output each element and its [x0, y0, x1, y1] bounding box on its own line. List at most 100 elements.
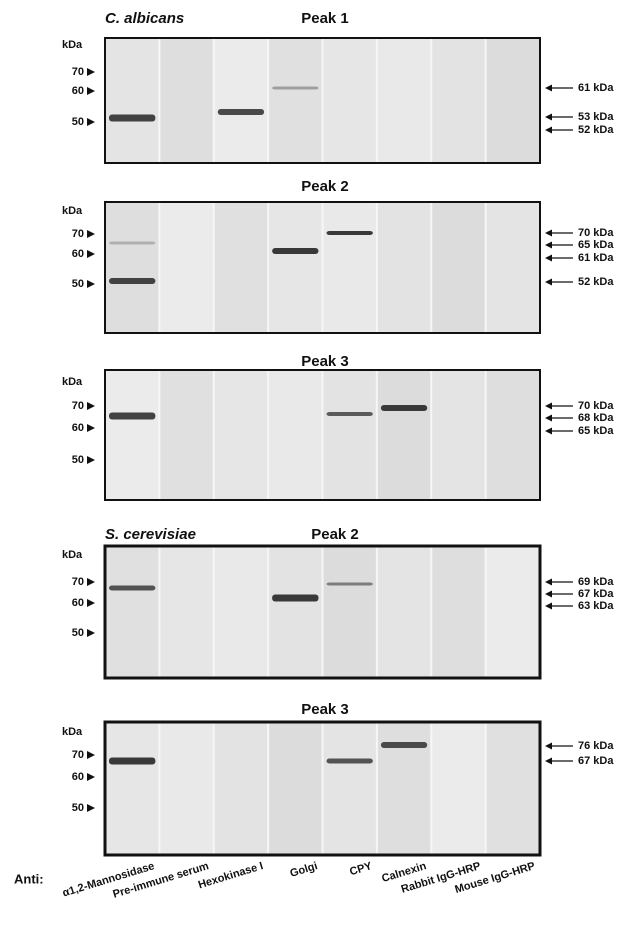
lane-strip	[323, 38, 377, 163]
lane-strip	[323, 202, 377, 333]
band	[327, 231, 373, 235]
lane-strip	[377, 370, 431, 500]
unit-label: kDa	[62, 39, 83, 51]
band	[327, 759, 373, 764]
band	[218, 109, 264, 115]
band-annotation: 52 kDa	[578, 124, 614, 136]
band-annotation: 69 kDa	[578, 576, 614, 588]
species-label: S. cerevisiae	[105, 526, 196, 543]
lane-strip	[105, 38, 159, 163]
lane-strip	[323, 722, 377, 855]
marker-label: 50	[72, 116, 84, 128]
panel-title: Peak 2	[311, 526, 359, 543]
lane-strip	[105, 370, 159, 500]
lane-strip	[431, 546, 485, 678]
lane-strip	[431, 38, 485, 163]
lane-strip	[214, 722, 268, 855]
lane-strip	[377, 202, 431, 333]
lane-strip	[431, 722, 485, 855]
marker-label: 50	[72, 454, 84, 466]
marker-label: 60	[72, 248, 84, 260]
lane-strip	[486, 546, 540, 678]
lane-strip	[268, 370, 322, 500]
lane-strip	[214, 202, 268, 333]
band-annotation: 70 kDa	[578, 400, 614, 412]
anti-label: Anti:	[14, 871, 44, 886]
lane-strip	[214, 370, 268, 500]
band-annotation: 67 kDa	[578, 588, 614, 600]
species-label: C. albicans	[105, 10, 184, 27]
band-annotation: 65 kDa	[578, 239, 614, 251]
lane-strip	[323, 370, 377, 500]
lane-strip	[486, 722, 540, 855]
lane-strip	[268, 202, 322, 333]
lane-strip	[431, 202, 485, 333]
lane-strip	[486, 370, 540, 500]
lane-strip	[159, 546, 213, 678]
band	[272, 248, 318, 254]
marker-label: 50	[72, 278, 84, 290]
lane-strip	[159, 722, 213, 855]
band	[381, 742, 427, 748]
panel-title: Peak 3	[301, 701, 349, 718]
lane-strip	[486, 38, 540, 163]
band-annotation: 52 kDa	[578, 276, 614, 288]
marker-label: 60	[72, 597, 84, 609]
lane-strip	[105, 722, 159, 855]
unit-label: kDa	[62, 376, 83, 388]
lane-strip	[268, 38, 322, 163]
lane-strip	[268, 722, 322, 855]
marker-label: 70	[72, 228, 84, 240]
lane-strip	[431, 370, 485, 500]
marker-label: 60	[72, 422, 84, 434]
band	[327, 412, 373, 416]
unit-label: kDa	[62, 205, 83, 217]
lane-strip	[486, 202, 540, 333]
band	[327, 583, 373, 586]
band	[272, 595, 318, 602]
unit-label: kDa	[62, 726, 83, 738]
band-annotation: 67 kDa	[578, 755, 614, 767]
panel-title: Peak 2	[301, 178, 349, 195]
lane-strip	[377, 546, 431, 678]
band	[109, 278, 155, 284]
band	[109, 413, 155, 420]
band-annotation: 65 kDa	[578, 425, 614, 437]
figure: C. albicansPeak 1kDa70605061 kDa53 kDa52…	[0, 0, 627, 933]
lane-strip	[105, 202, 159, 333]
band	[109, 758, 155, 765]
marker-label: 50	[72, 802, 84, 814]
band-annotation: 53 kDa	[578, 111, 614, 123]
lane-strip	[377, 38, 431, 163]
lane-strip	[268, 546, 322, 678]
marker-label: 70	[72, 66, 84, 78]
band	[381, 405, 427, 411]
band-annotation: 61 kDa	[578, 82, 614, 94]
lane-strip	[214, 546, 268, 678]
lane-strip	[105, 546, 159, 678]
lane-strip	[214, 38, 268, 163]
marker-label: 60	[72, 771, 84, 783]
lane-strip	[159, 370, 213, 500]
band-annotation: 70 kDa	[578, 227, 614, 239]
marker-label: 70	[72, 400, 84, 412]
band-annotation: 63 kDa	[578, 600, 614, 612]
marker-label: 50	[72, 627, 84, 639]
lane-strip	[159, 202, 213, 333]
panel-title: Peak 3	[301, 353, 349, 370]
band-annotation: 68 kDa	[578, 412, 614, 424]
band	[272, 87, 318, 90]
band-annotation: 61 kDa	[578, 252, 614, 264]
band	[109, 586, 155, 591]
lane-strip	[377, 722, 431, 855]
unit-label: kDa	[62, 549, 83, 561]
band-annotation: 76 kDa	[578, 740, 614, 752]
panel-title: Peak 1	[301, 10, 349, 27]
lane-strip	[323, 546, 377, 678]
marker-label: 70	[72, 749, 84, 761]
band	[109, 115, 155, 122]
band	[109, 242, 155, 245]
lane-strip	[159, 38, 213, 163]
marker-label: 60	[72, 85, 84, 97]
marker-label: 70	[72, 576, 84, 588]
